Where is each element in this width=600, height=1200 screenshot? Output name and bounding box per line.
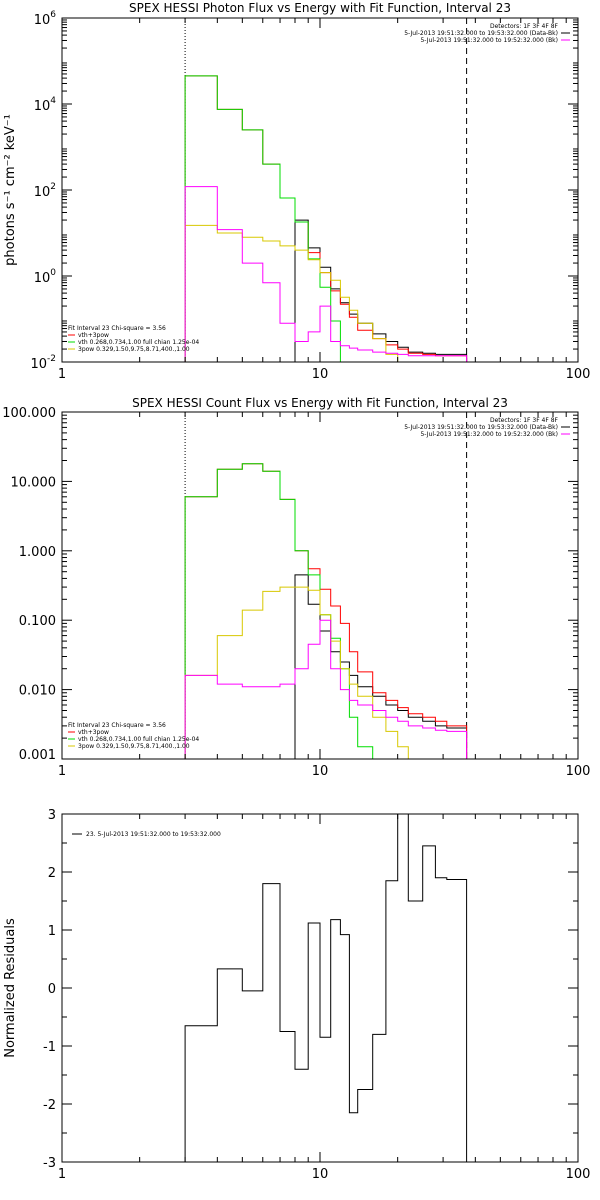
y-axis-label: photons s⁻¹ cm⁻² keV⁻¹ [3,114,18,266]
x-tick-label: 10 [312,367,329,382]
fit-legend-entry: 3pow 0.329,1.50,9.75,8.71,400.,1.00 [78,346,190,353]
series-line-4 [184,224,423,362]
series-group [184,814,468,1162]
x-tick-label: 10 [312,764,329,779]
y-tick-label: 10-2 [30,354,56,372]
x-tick-label: 10 [312,1167,329,1182]
series-line-5 [184,619,468,759]
fit-legend-entry: vth 0.268,0.734,1.00 full chian 1.25e-04 [78,339,199,346]
legend-entry: 5-Jul-2013 19:51:32.000 to 19:53:32.000 … [404,424,558,431]
y-tick-label: -3 [43,1156,56,1171]
series-line-3 [184,463,374,759]
chart-panel-3: 1 10 100 -3 -2 -1 0 1 2 3 Normalized Residuals 23. … [3,808,590,1182]
y-tick-label: 0.100 [19,614,56,629]
fit-legend-entry: vth+3pow [78,332,109,339]
chart-panel-1: SPEX HESSI Photon Flux vs Energy with Fi… [3,1,590,382]
y-tick-label: 102 [34,182,56,200]
fit-legend-header: Fit Interval 23 Chi-square = 3.56 [68,722,166,729]
fit-legend-entry: vth+3pow [78,729,109,736]
series-line-5 [184,186,468,362]
chart-title: SPEX HESSI Photon Flux vs Energy with Fi… [129,1,511,15]
fit-legend-entry: 3pow 0.329,1.50,9.75,8.71,400.,1.00 [78,743,190,750]
series-line-1 [185,219,468,362]
y-tick-label: 1 [48,924,56,939]
y-tick-label: 2 [48,866,56,881]
y-tick-label: 100.000 [2,406,56,421]
fit-legend-entry: vth 0.268,0.734,1.00 full chian 1.25e-04 [78,736,199,743]
fit-legend-header: Fit Interval 23 Chi-square = 3.56 [68,325,166,332]
chart-title: SPEX HESSI Count Flux vs Energy with Fit… [132,396,508,410]
series-line-3 [184,75,358,362]
y-tick-label: 0 [48,982,56,997]
series-group [184,75,468,362]
x-tick-label: 1 [58,367,66,382]
legend-entry: 5-Jul-2013 19:51:32.000 to 19:53:32.000 … [404,30,558,37]
legend-entry: 5-Jul-2013 19:51:32.000 to 19:52:32.000 … [420,431,558,438]
legend-header: Detectors: 1F 3F 4F 8F [490,23,559,30]
y-tick-label: -2 [43,1098,56,1113]
x-tick-label: 100 [566,367,591,382]
series-line-2 [184,75,468,362]
y-tick-label: 10.000 [11,475,57,490]
y-tick-label: 3 [48,808,56,823]
series-line-1 [184,814,468,1162]
y-tick-label: 0.010 [19,684,56,699]
y-axis-label: Normalized Residuals [3,918,18,1058]
legend-entry: 5-Jul-2013 19:51:32.000 to 19:52:32.000 … [420,37,558,44]
legend-entry: 23. 5-Jul-2013 19:51:32.000 to 19:53:32.… [86,831,221,838]
series-line-4 [184,586,423,759]
x-tick-label: 100 [566,764,591,779]
y-tick-label: 100 [34,268,57,286]
y-tick-label: 106 [34,10,57,28]
chart-panel-2: SPEX HESSI Count Flux vs Energy with Fit… [2,396,590,779]
x-tick-label: 1 [58,764,66,779]
series-line-1 [185,574,468,759]
series-group [184,463,468,759]
series-line-2 [184,463,468,759]
y-tick-label: -1 [43,1040,56,1055]
y-tick-label: 0.001 [19,748,56,763]
y-tick-label: 104 [34,96,57,114]
x-tick-label: 100 [566,1167,591,1182]
y-tick-label: 1.000 [19,545,56,560]
legend-header: Detectors: 1F 3F 4F 8F [490,417,559,424]
x-tick-label: 1 [58,1167,66,1182]
